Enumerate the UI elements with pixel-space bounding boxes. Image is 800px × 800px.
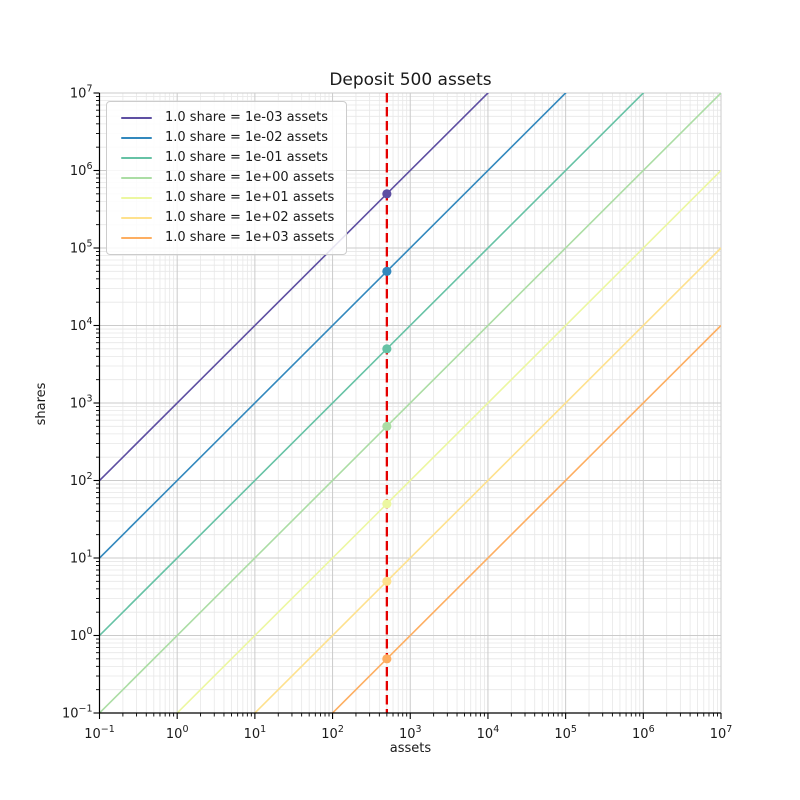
data-points bbox=[382, 189, 392, 664]
series-line bbox=[99, 93, 645, 637]
legend-item: 1.0 share = 1e-02 assets bbox=[115, 128, 334, 148]
x-tick-label: 102 bbox=[321, 724, 344, 742]
legend-item-label: 1.0 share = 1e+01 assets bbox=[165, 190, 335, 205]
legend-line-swatch bbox=[121, 217, 152, 219]
legend-item: 1.0 share = 1e+00 assets bbox=[115, 168, 334, 188]
series-line bbox=[253, 247, 721, 713]
data-point bbox=[382, 266, 392, 276]
data-point bbox=[382, 654, 392, 664]
y-tick-label: 103 bbox=[70, 394, 93, 412]
y-tick-label: 100 bbox=[70, 626, 93, 644]
data-point bbox=[382, 189, 392, 199]
x-tick-label: 107 bbox=[710, 724, 733, 742]
legend-line-swatch bbox=[121, 177, 152, 179]
legend-item-label: 1.0 share = 1e-01 assets bbox=[165, 150, 329, 165]
legend-line-swatch bbox=[121, 237, 152, 239]
chart-title: Deposit 500 assets bbox=[329, 70, 492, 90]
x-tick-label: 103 bbox=[399, 724, 422, 742]
series-line bbox=[176, 169, 721, 713]
legend-item: 1.0 share = 1e-01 assets bbox=[115, 148, 334, 168]
x-axis-label: assets bbox=[389, 741, 432, 756]
legend-item: 1.0 share = 1e+02 assets bbox=[115, 208, 334, 228]
data-point bbox=[382, 576, 392, 586]
legend-item: 1.0 share = 1e+03 assets bbox=[115, 228, 334, 248]
legend-item-label: 1.0 share = 1e+02 assets bbox=[165, 210, 335, 225]
legend-line-swatch bbox=[121, 137, 152, 139]
axis-ticks bbox=[93, 92, 722, 719]
y-tick-label: 106 bbox=[70, 161, 93, 179]
y-tick-label: 107 bbox=[70, 84, 93, 102]
y-tick-label: 105 bbox=[70, 239, 93, 257]
y-tick-label: 101 bbox=[70, 549, 93, 567]
y-axis-label: shares bbox=[34, 382, 49, 426]
y-tick-label: 10−1 bbox=[62, 704, 93, 722]
data-point bbox=[382, 499, 392, 509]
legend-item-label: 1.0 share = 1e-03 assets bbox=[165, 110, 329, 125]
x-tick-label: 104 bbox=[477, 724, 500, 742]
legend-item: 1.0 share = 1e+01 assets bbox=[115, 188, 334, 208]
legend-item-label: 1.0 share = 1e-02 assets bbox=[165, 130, 329, 145]
series-line bbox=[99, 93, 567, 559]
legend: 1.0 share = 1e-03 assets 1.0 share = 1e-0… bbox=[106, 101, 348, 255]
y-tick-labels: 10−1 100 101 102 103 104 105 106 107 bbox=[62, 84, 93, 722]
x-tick-label: 106 bbox=[632, 724, 655, 742]
legend-line-swatch bbox=[121, 157, 152, 159]
data-point bbox=[382, 344, 392, 354]
y-tick-label: 104 bbox=[70, 316, 93, 334]
series-line bbox=[99, 93, 721, 713]
series-line bbox=[331, 324, 721, 713]
data-point bbox=[382, 421, 392, 431]
y-tick-label: 102 bbox=[70, 471, 93, 489]
x-tick-label: 10−1 bbox=[84, 724, 115, 742]
x-tick-label: 100 bbox=[166, 724, 189, 742]
x-tick-label: 101 bbox=[244, 724, 267, 742]
legend-item-label: 1.0 share = 1e+03 assets bbox=[165, 230, 335, 245]
legend-item: 1.0 share = 1e-03 assets bbox=[115, 108, 334, 128]
legend-line-swatch bbox=[121, 117, 152, 119]
x-tick-label: 105 bbox=[554, 724, 577, 742]
series-lines bbox=[99, 93, 721, 713]
series-line bbox=[99, 93, 490, 482]
x-tick-labels: 10−1 100 101 102 103 104 105 106 107 bbox=[84, 724, 732, 742]
legend-line-swatch bbox=[121, 197, 152, 199]
legend-item-label: 1.0 share = 1e+00 assets bbox=[165, 170, 335, 185]
